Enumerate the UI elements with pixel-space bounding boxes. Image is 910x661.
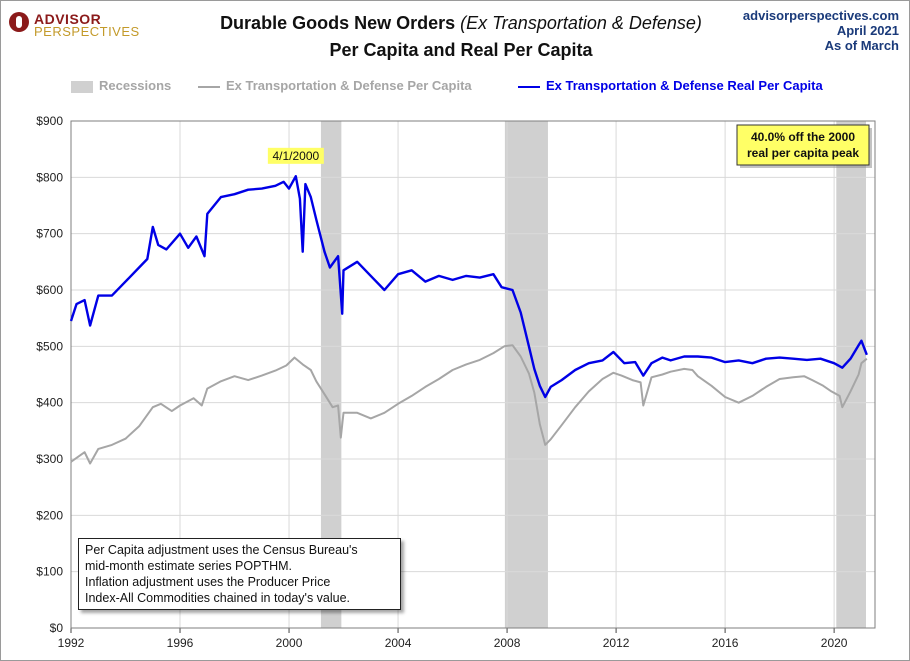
legend-recessions-label: Recessions [99, 78, 172, 93]
y-tick-label: $700 [36, 227, 63, 241]
x-tick-label: 2012 [603, 636, 630, 650]
y-tick-label: $200 [36, 508, 63, 522]
legend-real-per-capita: Ex Transportation & Defense Real Per Cap… [518, 77, 823, 95]
y-tick-label: $600 [36, 283, 63, 297]
note-line-1: Per Capita adjustment uses the Census Bu… [85, 543, 358, 557]
off-peak-callout-box [736, 124, 870, 166]
source-asof: As of March [824, 38, 899, 53]
x-tick-label: 2000 [276, 636, 303, 650]
recession-band-2 [836, 121, 867, 628]
legend-real-per-capita-swatch [518, 85, 540, 88]
x-tick-label: 1992 [58, 636, 85, 650]
series-line-real-per-capita [69, 175, 868, 399]
methodology-note: Per Capita adjustment uses the Census Bu… [78, 538, 401, 610]
logo-emblem-icon [9, 12, 29, 32]
series-line-per-capita [70, 344, 868, 465]
legend-per-capita-label: Ex Transportation & Defense Per Capita [226, 78, 472, 93]
y-tick-label: $100 [36, 565, 63, 579]
x-tick-label: 2004 [385, 636, 412, 650]
legend-per-capita: Ex Transportation & Defense Per Capita [198, 77, 472, 95]
peak-date-callout-bg [267, 147, 324, 164]
source-date: April 2021 [836, 23, 899, 38]
x-tick-label: 2020 [821, 636, 848, 650]
legend-recession-swatch [71, 80, 93, 93]
recession-band-0 [320, 121, 342, 628]
y-tick-label: $300 [36, 452, 63, 466]
recession-band-1 [504, 121, 548, 628]
x-tick-label: 2016 [712, 636, 739, 650]
peak-date-callout: 4/1/2000 [272, 149, 319, 163]
y-tick-label: $400 [36, 396, 63, 410]
source-site: advisorperspectives.com [742, 8, 899, 23]
off-peak-callout-line-1: 40.0% off the 2000 [751, 130, 855, 144]
legend-real-per-capita-label: Ex Transportation & Defense Real Per Cap… [546, 78, 823, 93]
chart-title-main: Durable Goods New Orders [220, 13, 456, 33]
note-line-4: Index-All Commodities chained in today's… [85, 591, 351, 605]
y-tick-label: $0 [50, 621, 64, 635]
note-line-3: Inflation adjustment uses the Producer P… [85, 575, 331, 589]
legend-recessions: Recessions [71, 77, 171, 95]
logo-text-top: ADVISOR [34, 11, 102, 27]
advisor-perspectives-logo: ADVISOR PERSPECTIVES [9, 9, 149, 39]
note-line-2: mid-month estimate series POPTHM. [85, 559, 292, 573]
y-tick-label: $500 [36, 339, 63, 353]
chart-title: Durable Goods New Orders (Ex Transportat… [151, 13, 771, 34]
y-tick-label: $900 [36, 114, 63, 128]
plot-border [70, 120, 876, 629]
x-tick-label: 2008 [494, 636, 521, 650]
legend-per-capita-swatch [198, 85, 220, 88]
source-block: advisorperspectives.com April 2021 As of… [743, 8, 899, 53]
y-tick-label: $800 [36, 170, 63, 184]
logo-text-bottom: PERSPECTIVES [34, 24, 140, 39]
chart-subtitle: Per Capita and Real Per Capita [329, 40, 593, 60]
off-peak-callout-line-2: real per capita peak [747, 146, 859, 160]
chart-title-italic: (Ex Transportation & Defense) [460, 13, 702, 33]
x-tick-label: 1996 [167, 636, 194, 650]
